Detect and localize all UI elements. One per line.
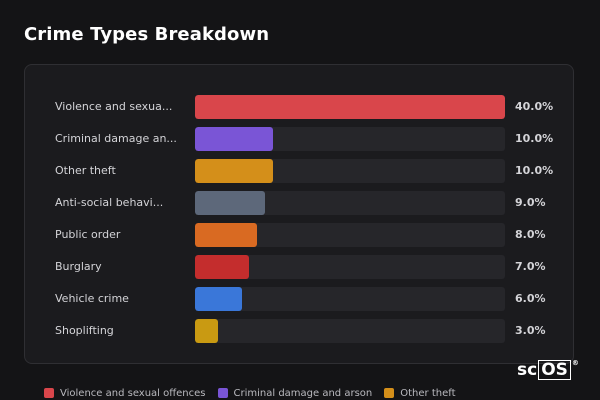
- value-label: 6.0%: [515, 292, 546, 305]
- bar-track: [195, 255, 505, 279]
- legend-label: Other theft: [400, 387, 456, 399]
- brand-prefix: sc: [517, 360, 538, 380]
- value-label: 10.0%: [515, 164, 554, 177]
- value-label: 7.0%: [515, 260, 546, 273]
- bar: [195, 159, 273, 183]
- bar-row: Violence and sexua... 40.0%: [25, 95, 575, 119]
- bar-row: Criminal damage an... 10.0%: [25, 127, 575, 151]
- category-label: Criminal damage an...: [55, 132, 177, 145]
- legend-swatch: [384, 388, 395, 398]
- legend-label: Criminal damage and arson: [233, 387, 373, 399]
- category-label: Vehicle crime: [55, 292, 129, 305]
- chart-legend: Violence and sexual offences Criminal dam…: [44, 386, 468, 400]
- category-label: Burglary: [55, 260, 102, 273]
- bar-track: [195, 159, 505, 183]
- value-label: 9.0%: [515, 196, 546, 209]
- legend-label: Violence and sexual offences: [60, 387, 206, 399]
- bar-row: Public order 8.0%: [25, 223, 575, 247]
- legend-item: Criminal damage and arson: [217, 387, 373, 399]
- chart-card: Violence and sexua... 40.0% Criminal damag…: [24, 64, 574, 364]
- chart-title: Crime Types Breakdown: [24, 24, 270, 45]
- legend-item: Violence and sexual offences: [44, 388, 206, 399]
- bar-row: Burglary 7.0%: [25, 255, 575, 279]
- value-label: 40.0%: [515, 100, 554, 113]
- value-label: 8.0%: [515, 228, 546, 241]
- brand-registered: ®: [571, 359, 579, 367]
- bar-row: Vehicle crime 6.0%: [25, 287, 575, 311]
- bar-track: [195, 191, 505, 215]
- bar-row: Other theft 10.0%: [25, 159, 575, 183]
- bar-track: [195, 287, 505, 311]
- brand-boxed: OS: [538, 360, 571, 380]
- bar-row: Shoplifting 3.0%: [25, 319, 575, 343]
- value-label: 10.0%: [515, 132, 554, 145]
- bar-track: [195, 319, 505, 343]
- category-label: Anti-social behavi...: [55, 196, 164, 209]
- bar: [195, 191, 265, 215]
- category-label: Other theft: [55, 164, 116, 177]
- bar: [195, 127, 273, 151]
- legend-swatch: [44, 388, 54, 398]
- bar: [195, 95, 505, 119]
- bar-track: [195, 95, 505, 119]
- legend-swatch: [217, 388, 228, 398]
- bar: [195, 287, 242, 311]
- bar-track: [195, 127, 505, 151]
- category-label: Violence and sexua...: [55, 100, 173, 113]
- bar: [195, 255, 249, 279]
- value-label: 3.0%: [515, 324, 546, 337]
- category-label: Public order: [55, 228, 121, 241]
- legend-item: Other theft: [384, 387, 456, 399]
- bar: [195, 319, 218, 343]
- brand-logo: sc OS ®: [517, 359, 579, 381]
- bar-row: Anti-social behavi... 9.0%: [25, 191, 575, 215]
- bar: [195, 223, 257, 247]
- category-label: Shoplifting: [55, 324, 114, 337]
- bar-track: [195, 223, 505, 247]
